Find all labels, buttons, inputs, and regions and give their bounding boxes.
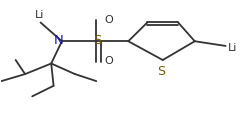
Text: S: S <box>158 65 166 78</box>
Text: O: O <box>104 56 113 66</box>
Text: N: N <box>54 34 64 47</box>
Text: Li: Li <box>228 43 237 53</box>
Text: Li: Li <box>35 10 44 20</box>
Text: S: S <box>93 34 102 47</box>
Text: O: O <box>104 15 113 25</box>
